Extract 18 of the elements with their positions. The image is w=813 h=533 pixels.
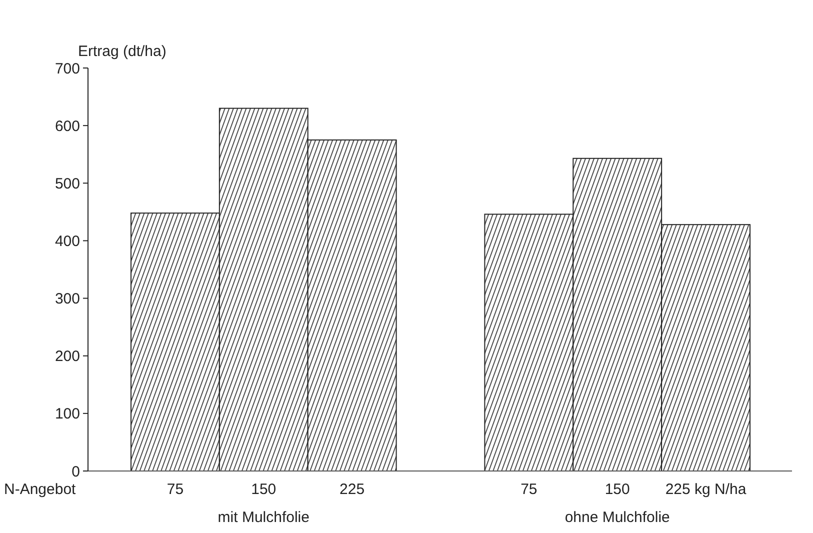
y-axis-title: Ertrag (dt/ha) xyxy=(78,43,166,60)
text: mit Mulchfolie xyxy=(218,509,310,526)
y-tick-label: 600 xyxy=(54,118,80,135)
y-tick-label: 400 xyxy=(54,232,80,250)
y-tick-label: 500 xyxy=(54,175,80,192)
x-tick-label: 225 kg N/ha xyxy=(665,481,747,498)
x-axis-title: N-Angebot xyxy=(4,481,77,498)
y-tick-label: 700 xyxy=(54,60,80,78)
x-tick-label: 225 xyxy=(340,481,365,498)
x-tick-label: 150 xyxy=(251,481,276,498)
y-tick-label: 200 xyxy=(54,348,80,366)
y-tick-label: 0 xyxy=(72,463,80,480)
y-tick-label: 300 xyxy=(54,290,80,308)
text: ohne Mulchfolie xyxy=(564,509,670,526)
x-tick-label: 150 xyxy=(604,481,630,498)
x-tick-label: 75 xyxy=(520,481,538,498)
x-tick-label: 75 xyxy=(166,481,184,498)
y-tick-label: 100 xyxy=(54,406,80,423)
